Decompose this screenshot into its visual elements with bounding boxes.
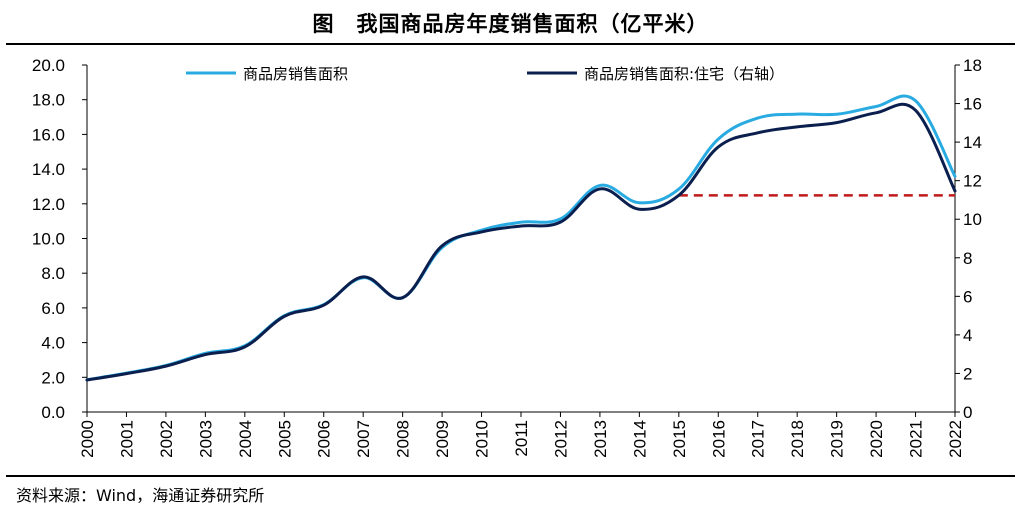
right-y-tick-label: 10 (963, 210, 982, 229)
left-y-tick-label: 20.0 (32, 56, 65, 75)
series-line-total (85, 94, 957, 382)
x-tick-label: 2017 (749, 420, 768, 458)
x-tick-label: 2013 (591, 420, 610, 458)
x-tick-label: 2016 (709, 420, 728, 458)
x-tick-label: 2007 (354, 420, 373, 458)
right-y-tick-label: 6 (963, 287, 972, 306)
x-tick-label: 2020 (867, 420, 886, 458)
x-tick-label: 2003 (196, 420, 215, 458)
x-tick-label: 2005 (275, 420, 294, 458)
left-y-tick-label: 16.0 (32, 125, 65, 144)
left-y-tick-label: 6.0 (41, 299, 65, 318)
x-tick-label: 2011 (512, 420, 531, 457)
right-y-tick-label: 12 (963, 172, 982, 191)
right-y-tick-label: 0 (963, 403, 972, 422)
x-tick-label: 2001 (117, 420, 136, 458)
x-tick-label: 2014 (630, 420, 649, 458)
source-note: 资料来源：Wind，海通证券研究所 (16, 486, 265, 505)
right-y-tick-label: 8 (963, 249, 972, 268)
right-y-tick-label: 2 (963, 364, 972, 383)
legend-label: 商品房销售面积 (243, 65, 348, 83)
left-y-tick-label: 8.0 (41, 264, 65, 283)
series-line-residential (85, 102, 957, 382)
left-y-tick-label: 2.0 (41, 368, 65, 387)
x-tick-label: 2004 (236, 420, 255, 458)
chart-header: 图 我国商品房年度销售面积（亿平米） (0, 0, 1021, 44)
x-tick-label: 2002 (157, 420, 176, 458)
right-y-tick-label: 18 (963, 56, 982, 75)
x-tick-label: 2010 (473, 420, 492, 458)
x-tick-label: 2009 (433, 420, 452, 458)
left-y-tick-label: 0.0 (41, 403, 65, 422)
left-y-tick-label: 4.0 (41, 334, 65, 353)
left-y-tick-label: 18.0 (32, 91, 65, 110)
x-tick-label: 2022 (946, 420, 965, 458)
x-tick-label: 2019 (828, 420, 847, 458)
right-y-tick-label: 16 (963, 95, 982, 114)
x-tick-label: 2000 (78, 420, 97, 458)
chart-title: 图 我国商品房年度销售面积（亿平米） (312, 12, 709, 36)
x-tick-label: 2008 (394, 420, 413, 458)
x-tick-label: 2018 (788, 420, 807, 458)
top-divider (6, 43, 1015, 45)
bottom-divider (6, 475, 1015, 477)
x-tick-label: 2021 (907, 420, 926, 458)
left-y-tick-label: 10.0 (32, 230, 65, 249)
x-tick-label: 2012 (551, 420, 570, 458)
right-y-tick-label: 14 (963, 133, 982, 152)
legend-label: 商品房销售面积:住宅（右轴） (584, 65, 784, 83)
left-y-tick-label: 12.0 (32, 195, 65, 214)
line-chart: 0.0 2.0 4.0 6.0 8.0 10.0 12.0 14.0 16.0 18.0 20.0 0… (32, 56, 982, 458)
x-tick-label: 2006 (315, 420, 334, 458)
left-y-tick-label: 14.0 (32, 160, 65, 179)
x-tick-label: 2015 (670, 420, 689, 458)
right-y-tick-label: 4 (963, 326, 972, 345)
